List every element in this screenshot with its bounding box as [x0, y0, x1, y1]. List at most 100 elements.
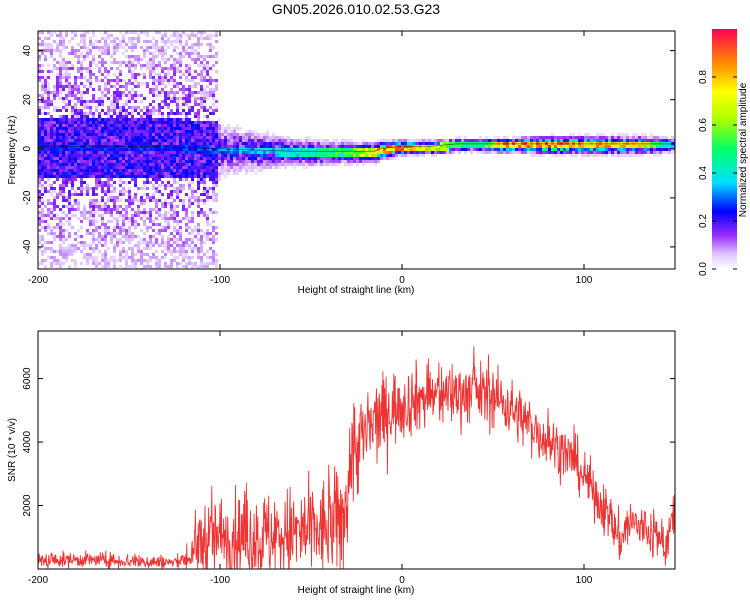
heatmap-cell — [191, 46, 194, 49]
heatmap-cell — [182, 85, 185, 88]
heatmap-cell — [116, 226, 119, 229]
heatmap-cell — [137, 133, 140, 136]
heatmap-cell — [80, 34, 83, 37]
heatmap-cell — [647, 148, 650, 151]
heatmap-cell — [344, 160, 347, 163]
heatmap-cell — [167, 241, 170, 244]
heatmap-cell — [338, 160, 341, 163]
heatmap-cell — [281, 139, 284, 142]
heatmap-cell — [263, 160, 266, 163]
heatmap-cell — [287, 160, 290, 163]
heatmap-cell — [176, 136, 179, 139]
heatmap-cell — [107, 265, 110, 268]
heatmap-cell — [311, 160, 314, 163]
heatmap-cell — [173, 208, 176, 211]
heatmap-cell — [194, 196, 197, 199]
heatmap-cell — [134, 169, 137, 172]
heatmap-cell — [206, 118, 209, 121]
heatmap-cell — [50, 139, 53, 142]
heatmap-cell — [143, 151, 146, 154]
heatmap-cell — [197, 136, 200, 139]
heatmap-cell — [44, 139, 47, 142]
heatmap-cell — [125, 217, 128, 220]
heatmap-cell — [626, 142, 629, 145]
heatmap-cell — [74, 85, 77, 88]
heatmap-cell — [185, 88, 188, 91]
heatmap-cell — [155, 199, 158, 202]
heatmap-cell — [155, 172, 158, 175]
heatmap-cell — [194, 229, 197, 232]
heatmap-cell — [95, 205, 98, 208]
heatmap-cell — [44, 130, 47, 133]
heatmap-cell — [179, 169, 182, 172]
heatmap-cell — [161, 76, 164, 79]
heatmap-cell — [68, 67, 71, 70]
heatmap-cell — [641, 151, 644, 154]
heatmap-cell — [62, 262, 65, 265]
heatmap-cell — [149, 109, 152, 112]
heatmap-cell — [212, 130, 215, 133]
heatmap-cell — [149, 112, 152, 115]
heatmap-cell — [284, 145, 287, 148]
heatmap-cell — [47, 118, 50, 121]
heatmap-cell — [116, 244, 119, 247]
heatmap-cell — [665, 145, 668, 148]
heatmap-cell — [122, 52, 125, 55]
heatmap-cell — [386, 142, 389, 145]
heatmap-cell — [74, 97, 77, 100]
heatmap-cell — [149, 241, 152, 244]
heatmap-cell — [245, 154, 248, 157]
heatmap-cell — [131, 112, 134, 115]
heatmap-cell — [113, 175, 116, 178]
heatmap-cell — [50, 55, 53, 58]
heatmap-cell — [296, 157, 299, 160]
heatmap-cell — [227, 172, 230, 175]
heatmap-cell — [146, 67, 149, 70]
heatmap-cell — [290, 154, 293, 157]
heatmap-cell — [596, 139, 599, 142]
heatmap-cell — [233, 154, 236, 157]
heatmap-cell — [308, 151, 311, 154]
heatmap-cell — [62, 127, 65, 130]
heatmap-cell — [380, 148, 383, 151]
heatmap-cell — [203, 70, 206, 73]
heatmap-cell — [599, 148, 602, 151]
heatmap-cell — [449, 139, 452, 142]
heatmap-cell — [161, 169, 164, 172]
heatmap-cell — [257, 154, 260, 157]
heatmap-cell — [101, 157, 104, 160]
heatmap-cell — [131, 169, 134, 172]
heatmap-cell — [236, 157, 239, 160]
heatmap-cell — [173, 70, 176, 73]
heatmap-cell — [140, 142, 143, 145]
heatmap-cell — [125, 139, 128, 142]
heatmap-cell — [143, 142, 146, 145]
heatmap-cell — [83, 121, 86, 124]
heatmap-cell — [167, 160, 170, 163]
heatmap-cell — [179, 187, 182, 190]
heatmap-cell — [65, 157, 68, 160]
heatmap-cell — [323, 157, 326, 160]
heatmap-cell — [197, 58, 200, 61]
heatmap-cell — [311, 148, 314, 151]
heatmap-cell — [137, 118, 140, 121]
heatmap-cell — [104, 82, 107, 85]
heatmap-cell — [176, 145, 179, 148]
heatmap-cell — [155, 148, 158, 151]
heatmap-cell — [605, 145, 608, 148]
heatmap-cell — [161, 166, 164, 169]
heatmap-cell — [212, 181, 215, 184]
heatmap-cell — [218, 172, 221, 175]
heatmap-cell — [71, 193, 74, 196]
heatmap-cell — [281, 142, 284, 145]
heatmap-cell — [38, 190, 41, 193]
heatmap-cell — [128, 220, 131, 223]
heatmap-cell — [146, 241, 149, 244]
heatmap-cell — [71, 151, 74, 154]
heatmap-cell — [464, 151, 467, 154]
heatmap-cell — [134, 184, 137, 187]
heatmap-cell — [149, 175, 152, 178]
heatmap-cell — [266, 157, 269, 160]
heatmap-cell — [56, 250, 59, 253]
heatmap-cell — [179, 55, 182, 58]
